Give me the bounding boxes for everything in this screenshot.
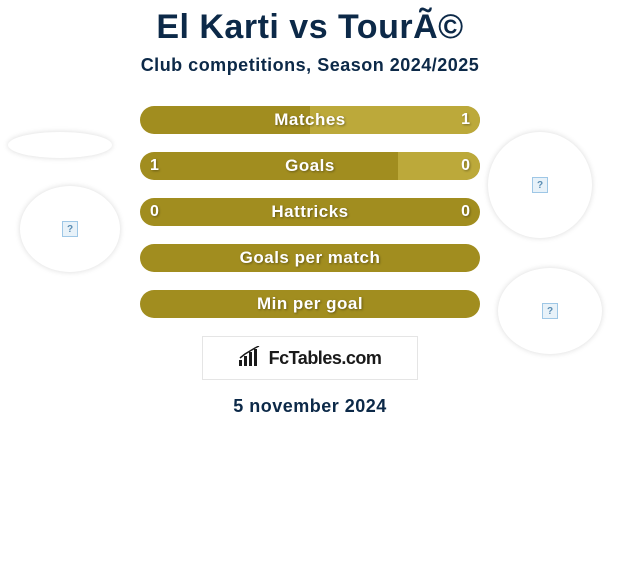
- player-photo-placeholder: [8, 132, 112, 158]
- stat-row: Hattricks 0 0: [140, 198, 480, 226]
- missing-image-icon: [532, 177, 548, 193]
- stat-label: Min per goal: [257, 294, 363, 314]
- stat-row: Goals 1 0: [140, 152, 480, 180]
- player-photo-placeholder: [488, 132, 592, 238]
- page-title: El Karti vs TourÃ©: [0, 8, 620, 47]
- stats-container: Matches 1 Goals 1 0 Hattricks 0 0 Goals per matc…: [140, 106, 480, 318]
- stat-value-left: 0: [150, 203, 159, 221]
- stat-row: Matches 1: [140, 106, 480, 134]
- missing-image-icon: [62, 221, 78, 237]
- stat-value-right: 1: [461, 111, 470, 129]
- date-text: 5 november 2024: [0, 396, 620, 417]
- player-photo-placeholder: [498, 268, 602, 354]
- stat-label: Goals per match: [240, 248, 381, 268]
- stat-row: Min per goal: [140, 290, 480, 318]
- stat-label: Matches: [274, 110, 346, 130]
- brand-text: FcTables.com: [269, 348, 382, 369]
- brand-chart-icon: [239, 346, 265, 371]
- brand-badge: FcTables.com: [202, 336, 418, 380]
- stat-value-right: 0: [461, 203, 470, 221]
- subtitle: Club competitions, Season 2024/2025: [0, 55, 620, 76]
- player-photo-placeholder: [20, 186, 120, 272]
- stat-label: Goals: [285, 156, 335, 176]
- missing-image-icon: [542, 303, 558, 319]
- stat-label: Hattricks: [271, 202, 348, 222]
- stat-value-left: 1: [150, 157, 159, 175]
- stat-row: Goals per match: [140, 244, 480, 272]
- stat-value-right: 0: [461, 157, 470, 175]
